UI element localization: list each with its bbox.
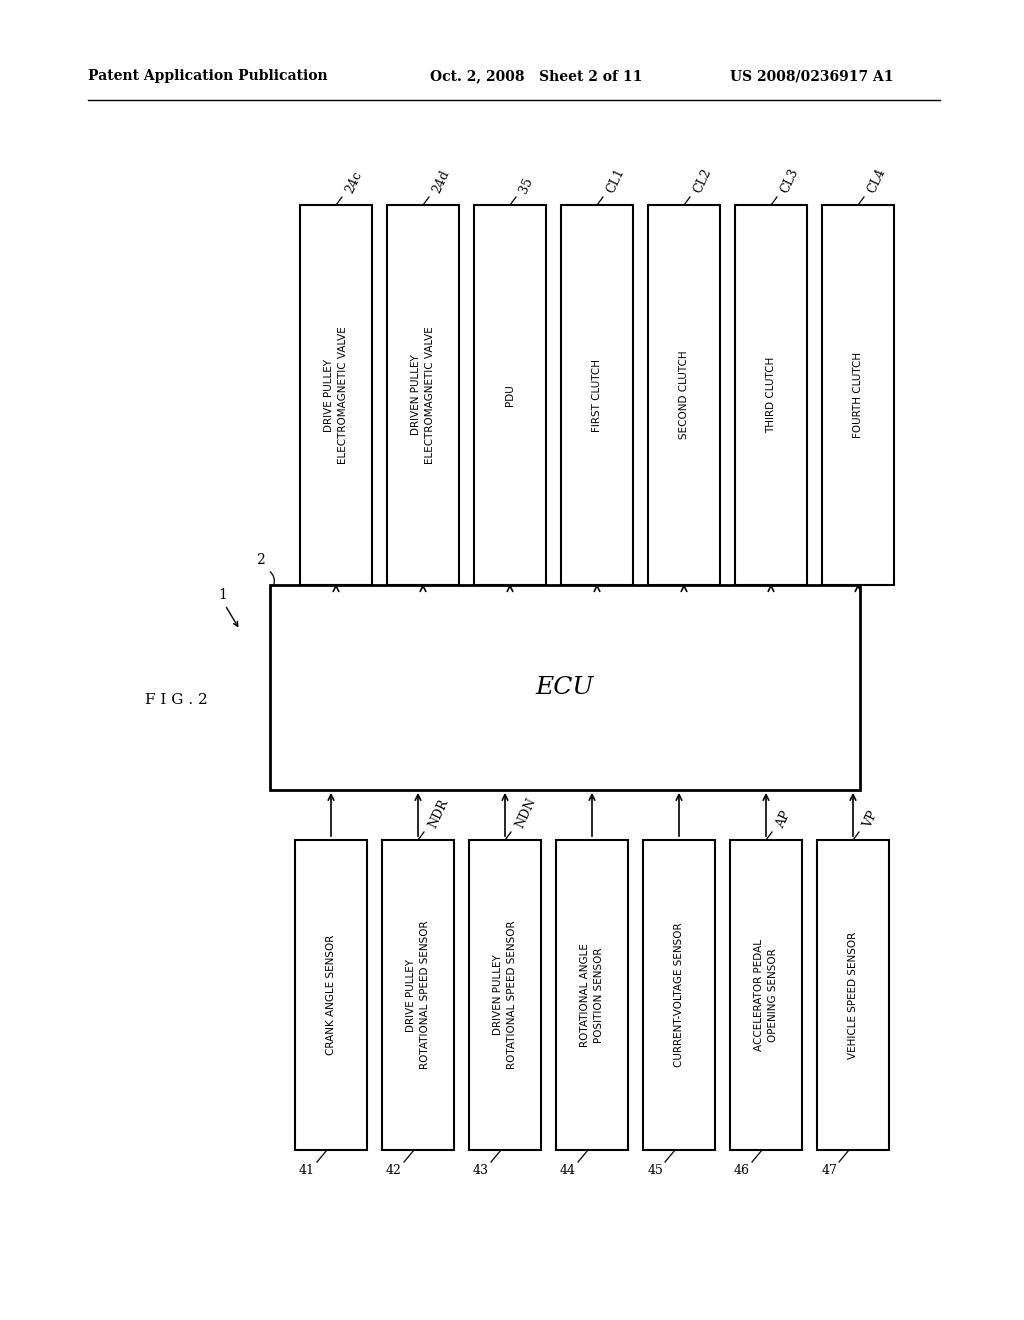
Text: AP: AP [774,809,794,830]
Bar [822,205,894,585]
Bar [643,840,715,1150]
Text: CURRENT-VOLTAGE SENSOR: CURRENT-VOLTAGE SENSOR [674,923,684,1068]
Bar [295,840,367,1150]
Bar [817,840,889,1150]
Text: DRIVEN PULLEY
ROTATIONAL SPEED SENSOR: DRIVEN PULLEY ROTATIONAL SPEED SENSOR [494,920,516,1069]
Text: 35: 35 [517,176,536,195]
Text: 24c: 24c [343,169,365,195]
Text: FOURTH CLUTCH: FOURTH CLUTCH [853,352,863,438]
Text: ACCELERATOR PEDAL
OPENING SENSOR: ACCELERATOR PEDAL OPENING SENSOR [755,939,777,1051]
Text: 2: 2 [256,553,265,568]
Text: 45: 45 [647,1164,663,1177]
Text: CL2: CL2 [691,166,714,195]
Text: PDU: PDU [505,384,515,405]
Text: CL1: CL1 [604,166,627,195]
Bar [730,840,802,1150]
Text: THIRD CLUTCH: THIRD CLUTCH [766,356,776,433]
Bar [648,205,720,585]
Text: 47: 47 [821,1164,837,1177]
Bar [387,205,459,585]
Bar [561,205,633,585]
Text: SECOND CLUTCH: SECOND CLUTCH [679,351,689,440]
Text: Patent Application Publication: Patent Application Publication [88,69,328,83]
Bar [300,205,372,585]
Text: FIRST CLUTCH: FIRST CLUTCH [592,359,602,432]
Text: 42: 42 [386,1164,402,1177]
Text: F I G . 2: F I G . 2 [145,693,208,708]
Text: CL3: CL3 [778,166,801,195]
Text: 24d: 24d [430,168,452,195]
Text: NDN: NDN [513,796,539,830]
Text: DRIVEN PULLEY
ELECTROMAGNETIC VALVE: DRIVEN PULLEY ELECTROMAGNETIC VALVE [412,326,434,463]
Text: NDR: NDR [426,797,451,830]
Bar [556,840,628,1150]
Text: ECU: ECU [536,676,594,700]
Text: ROTATIONAL ANGLE
POSITION SENSOR: ROTATIONAL ANGLE POSITION SENSOR [581,942,603,1047]
Bar [469,840,541,1150]
Text: 46: 46 [734,1164,750,1177]
Text: DRIVE PULLEY
ELECTROMAGNETIC VALVE: DRIVE PULLEY ELECTROMAGNETIC VALVE [325,326,347,463]
Bar [474,205,546,585]
Text: VP: VP [861,809,881,830]
Bar [270,585,860,789]
Text: CL4: CL4 [865,166,888,195]
Text: VEHICLE SPEED SENSOR: VEHICLE SPEED SENSOR [848,932,858,1059]
Text: 44: 44 [560,1164,575,1177]
Text: US 2008/0236917 A1: US 2008/0236917 A1 [730,69,894,83]
Text: DRIVE PULLEY
ROTATIONAL SPEED SENSOR: DRIVE PULLEY ROTATIONAL SPEED SENSOR [407,920,430,1069]
Bar [382,840,454,1150]
Text: 1: 1 [218,587,227,602]
Bar [735,205,807,585]
Text: Oct. 2, 2008   Sheet 2 of 11: Oct. 2, 2008 Sheet 2 of 11 [430,69,642,83]
Text: 43: 43 [473,1164,489,1177]
Text: 41: 41 [299,1164,315,1177]
Text: CRANK ANGLE SENSOR: CRANK ANGLE SENSOR [326,935,336,1055]
